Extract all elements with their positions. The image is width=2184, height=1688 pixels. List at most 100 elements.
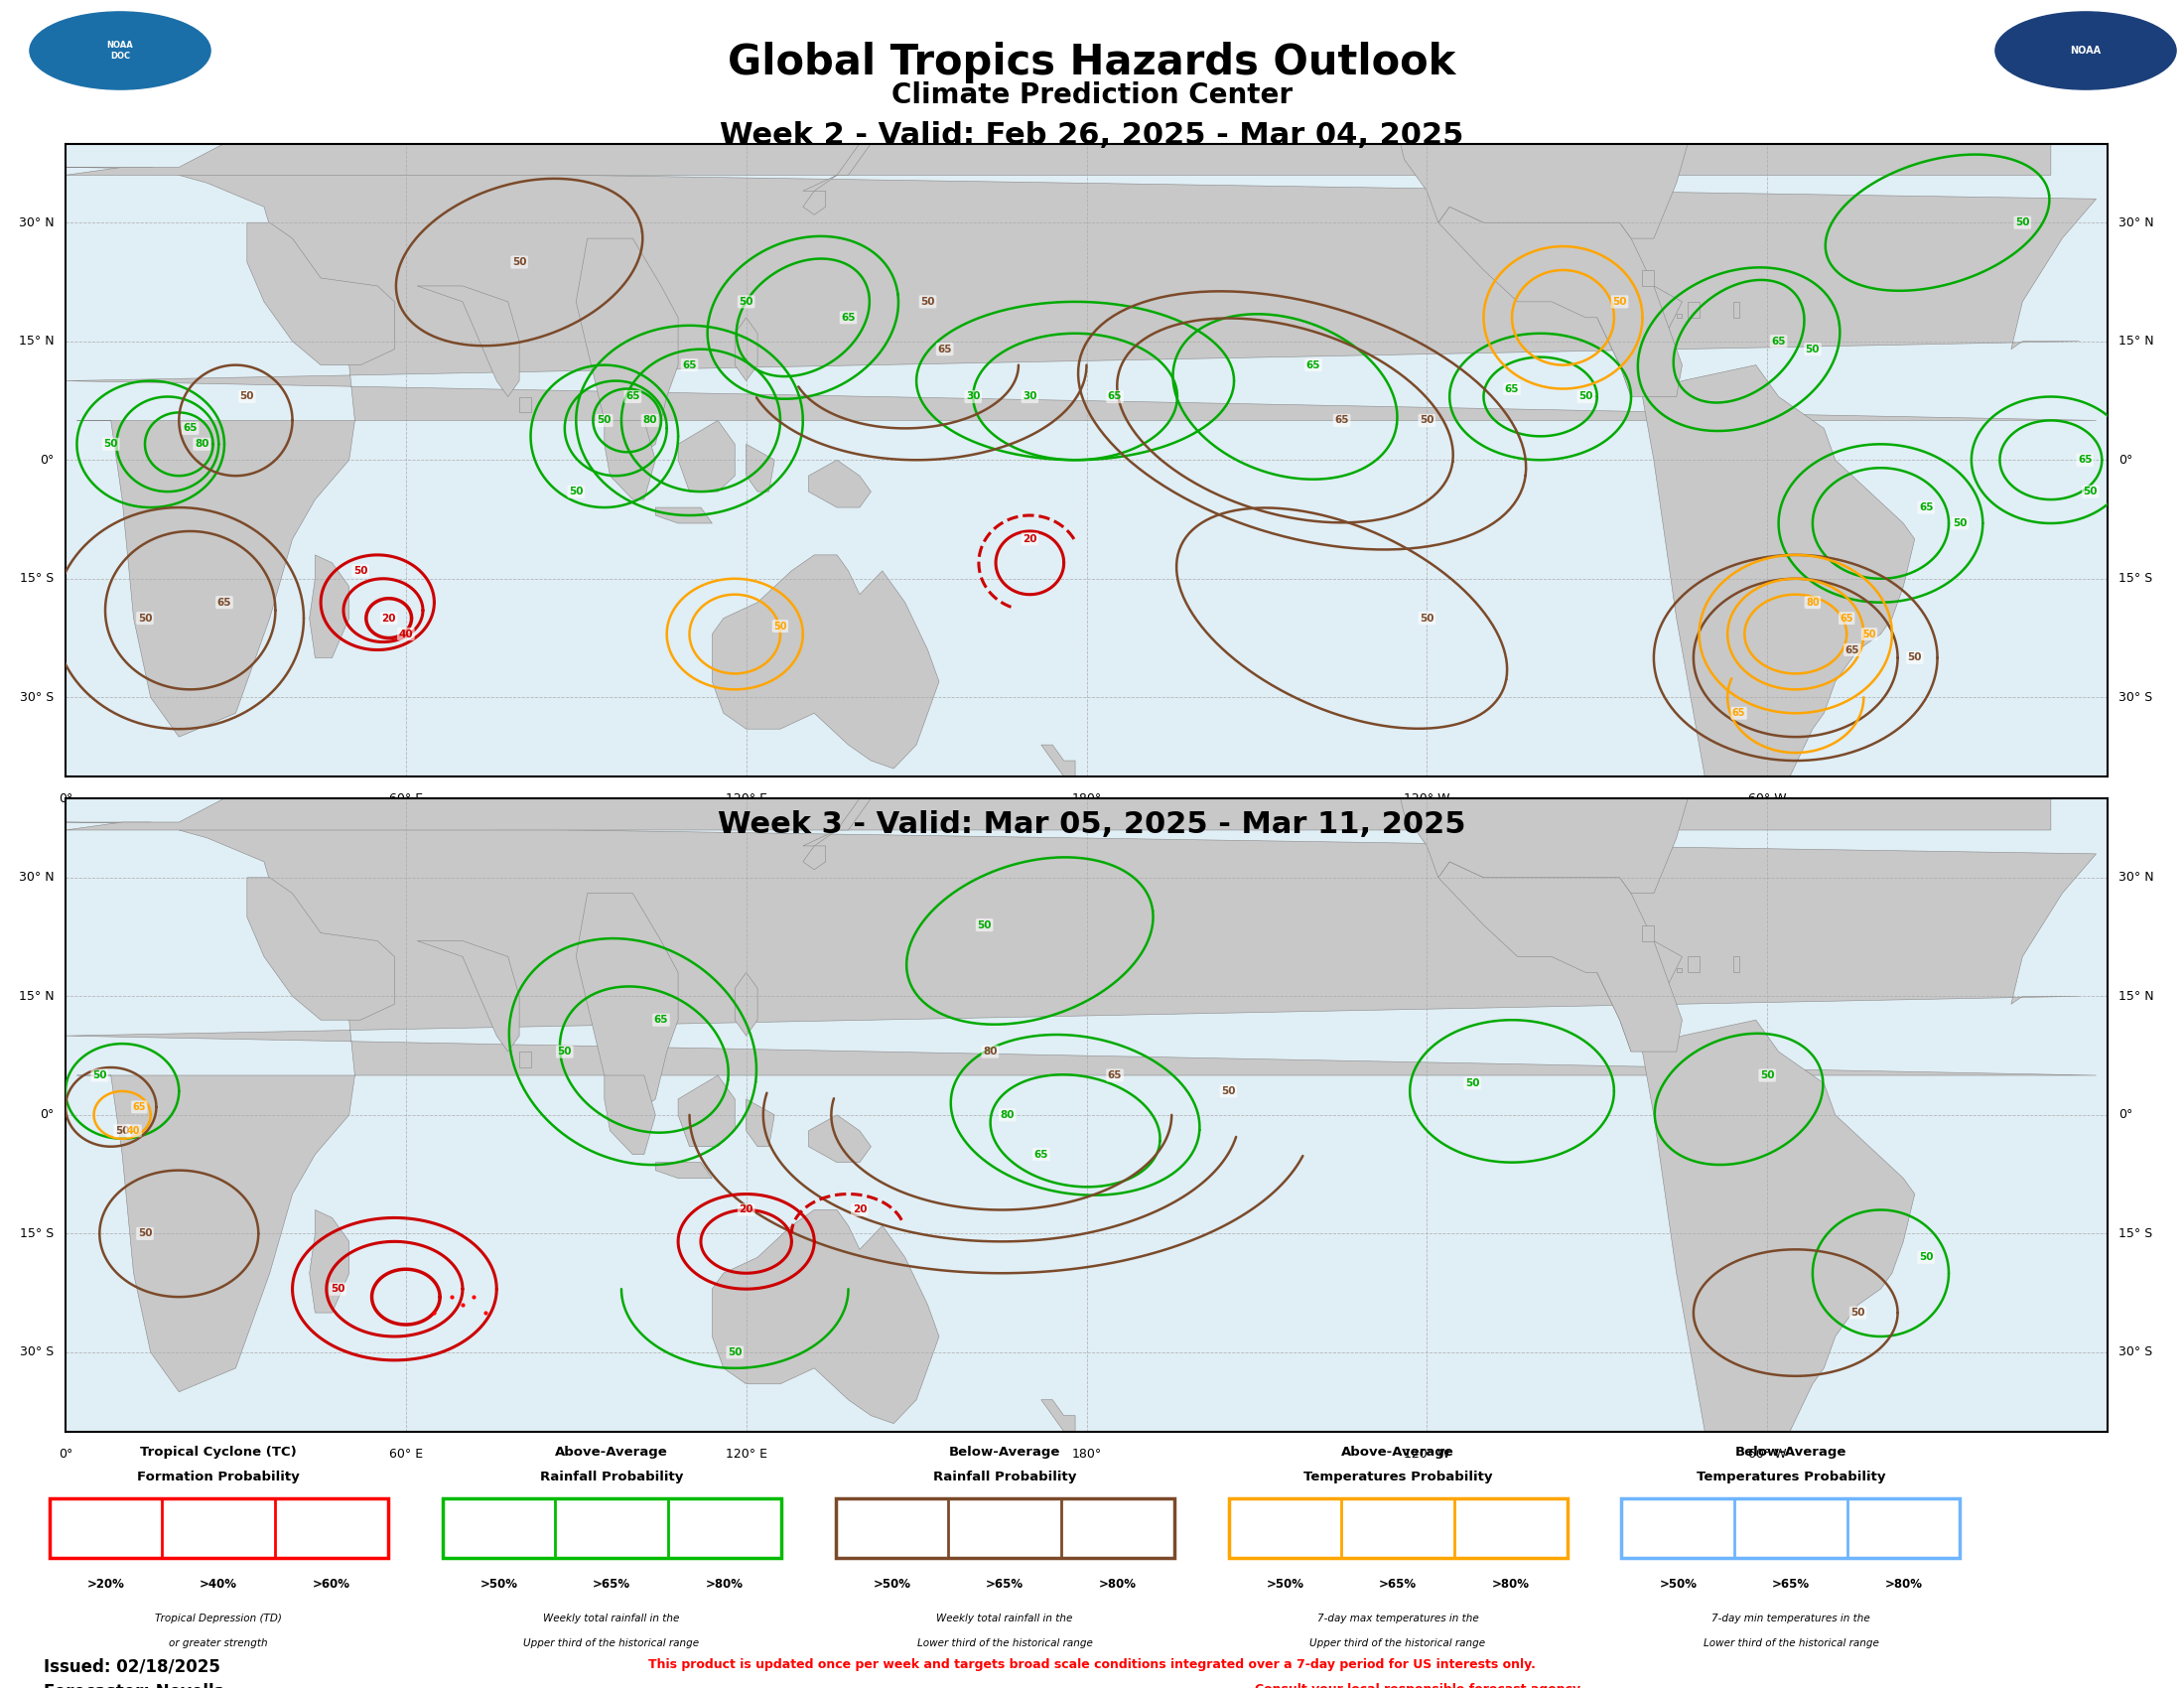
Text: 65: 65 (1505, 383, 1520, 393)
Text: 0°: 0° (39, 454, 55, 466)
Text: >50%: >50% (480, 1578, 518, 1592)
Polygon shape (1642, 1020, 1915, 1543)
Text: 50: 50 (138, 613, 153, 623)
Text: 120° W: 120° W (1404, 792, 1450, 805)
Text: 30° N: 30° N (20, 216, 55, 230)
Text: 180°: 180° (1072, 792, 1101, 805)
Text: 50: 50 (1863, 630, 1876, 640)
Text: 30° S: 30° S (20, 690, 55, 704)
Text: 65: 65 (1845, 645, 1859, 655)
Text: Weekly total rainfall in the: Weekly total rainfall in the (544, 1614, 679, 1622)
Text: 15° S: 15° S (2118, 572, 2153, 586)
Polygon shape (247, 223, 395, 365)
Text: 30° N: 30° N (2118, 871, 2153, 885)
Polygon shape (1155, 0, 1734, 238)
Polygon shape (1042, 744, 1075, 776)
Text: 15° N: 15° N (2118, 334, 2153, 348)
Text: 65: 65 (1107, 1070, 1123, 1080)
Text: Below-Average: Below-Average (948, 1445, 1061, 1458)
Polygon shape (808, 1114, 871, 1163)
Text: Above-Average: Above-Average (555, 1445, 668, 1458)
Polygon shape (577, 238, 677, 461)
Text: Week 2 - Valid: Feb 26, 2025 - Mar 04, 2025: Week 2 - Valid: Feb 26, 2025 - Mar 04, 2… (721, 122, 1463, 150)
Text: 80: 80 (1806, 598, 1819, 608)
Text: 0°: 0° (59, 1447, 72, 1460)
Text: 65: 65 (1334, 415, 1350, 425)
Polygon shape (804, 846, 826, 869)
Text: 50: 50 (976, 920, 992, 930)
Text: >80%: >80% (1885, 1578, 1922, 1592)
Text: 65: 65 (1920, 503, 1933, 513)
Polygon shape (1042, 1399, 1075, 1431)
Text: 65: 65 (1839, 613, 1854, 623)
Text: 20: 20 (382, 613, 395, 623)
Text: 50: 50 (1760, 1070, 1773, 1080)
Text: 60° W: 60° W (1747, 1447, 1787, 1460)
Polygon shape (520, 397, 531, 412)
Text: 50: 50 (2084, 486, 2099, 496)
Text: 120° W: 120° W (1404, 1447, 1450, 1460)
Text: 50: 50 (354, 565, 367, 576)
Polygon shape (520, 1052, 531, 1067)
Text: 30° S: 30° S (2118, 1345, 2153, 1359)
Text: 40: 40 (127, 1126, 140, 1136)
Text: >65%: >65% (592, 1578, 631, 1592)
Text: 80: 80 (1000, 1111, 1013, 1119)
Polygon shape (1597, 285, 1682, 397)
Polygon shape (734, 317, 758, 381)
Text: 60° W: 60° W (1747, 792, 1787, 805)
Text: 0°: 0° (59, 792, 72, 805)
Polygon shape (1642, 270, 1653, 285)
Text: This product is updated once per week and targets broad scale conditions integra: This product is updated once per week an… (649, 1658, 1535, 1671)
Text: 65: 65 (1732, 709, 1745, 717)
Polygon shape (655, 1163, 712, 1178)
Polygon shape (889, 776, 904, 800)
Polygon shape (889, 1431, 904, 1455)
Text: >50%: >50% (1660, 1578, 1697, 1592)
Bar (1227, 1499, 1568, 1558)
Text: 50: 50 (1920, 1252, 1933, 1263)
Text: >80%: >80% (1492, 1578, 1529, 1592)
Text: 65: 65 (216, 598, 232, 608)
Text: 0°: 0° (2118, 1109, 2134, 1121)
Text: Lower third of the historical range: Lower third of the historical range (917, 1637, 1092, 1647)
Polygon shape (417, 285, 520, 397)
Text: 50: 50 (1221, 1085, 1236, 1096)
Text: 65: 65 (1107, 392, 1123, 402)
Text: 20: 20 (738, 1205, 753, 1215)
Text: 80: 80 (194, 439, 210, 449)
Text: >60%: >60% (312, 1578, 349, 1592)
Polygon shape (605, 420, 655, 500)
Polygon shape (1677, 314, 1682, 317)
Text: 50: 50 (1465, 1079, 1479, 1089)
Bar (50, 1499, 389, 1558)
Text: 50: 50 (1850, 1308, 1865, 1318)
Text: 15° N: 15° N (20, 989, 55, 1003)
Polygon shape (247, 878, 395, 1020)
Polygon shape (747, 444, 775, 491)
Text: 65: 65 (133, 1102, 146, 1112)
Text: 65: 65 (625, 392, 640, 402)
Text: 50: 50 (116, 1126, 129, 1136)
Text: Temperatures Probability: Temperatures Probability (1697, 1470, 1885, 1484)
Text: 65: 65 (841, 312, 856, 322)
Text: 50: 50 (1952, 518, 1968, 528)
Bar (1621, 1499, 1959, 1558)
Text: 50: 50 (103, 439, 118, 449)
Text: >80%: >80% (705, 1578, 743, 1592)
Text: 15° S: 15° S (20, 1227, 55, 1241)
Text: >50%: >50% (874, 1578, 911, 1592)
Circle shape (31, 12, 210, 89)
Text: 180°: 180° (1072, 1447, 1101, 1460)
Text: 30° S: 30° S (2118, 690, 2153, 704)
Text: 50: 50 (330, 1285, 345, 1295)
Text: 20: 20 (852, 1205, 867, 1215)
Text: 15° N: 15° N (20, 334, 55, 348)
Text: 50: 50 (92, 1070, 107, 1080)
Text: 15° S: 15° S (2118, 1227, 2153, 1241)
Text: Above-Average: Above-Average (1341, 1445, 1455, 1458)
Text: 65: 65 (2077, 456, 2092, 464)
Polygon shape (804, 798, 871, 846)
Text: 65: 65 (1306, 360, 1321, 370)
Text: >80%: >80% (1099, 1578, 1136, 1592)
